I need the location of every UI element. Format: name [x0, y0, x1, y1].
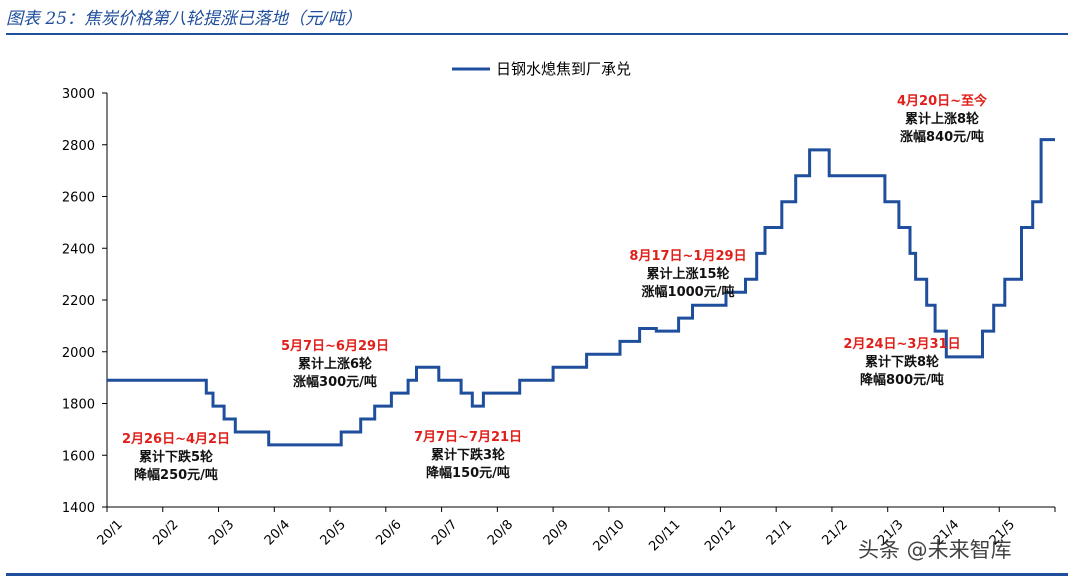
y-tick-label: 1800 — [62, 398, 95, 413]
y-tick-label: 2400 — [62, 242, 95, 257]
x-tick-label: 20/11 — [646, 517, 683, 554]
annotation-period: 5月7日~6月29日 — [281, 339, 389, 354]
x-tick-label: 20/1 — [95, 517, 126, 548]
axes: 1400 1600 1800 2000 2200 2400 2600 2800 3000 20/1… — [62, 87, 1056, 554]
x-tick-label: 20/6 — [373, 517, 404, 548]
y-tick-label: 2800 — [62, 139, 95, 154]
annotation-rounds: 累计上涨15轮 — [646, 266, 729, 282]
x-tick-label: 20/5 — [318, 517, 349, 548]
annotation-amount: 涨幅1000元/吨 — [641, 284, 735, 300]
legend: 日钢水熄焦到厂承兑 — [452, 60, 631, 78]
x-tick-label: 20/10 — [591, 517, 628, 554]
x-tick-label: 20/2 — [150, 517, 181, 548]
top-divider — [6, 33, 1068, 35]
y-tick-label: 3000 — [62, 87, 95, 102]
y-tick-label: 1600 — [62, 449, 95, 464]
x-tick-label: 20/8 — [485, 517, 516, 548]
annotation-amount: 降幅250元/吨 — [134, 467, 218, 483]
y-tick-label: 2200 — [62, 294, 95, 309]
x-tick-label: 20/9 — [541, 517, 572, 548]
x-tick-label: 20/4 — [262, 517, 293, 548]
annotation-period: 2月24日~3月31日 — [843, 337, 960, 352]
watermark-text: 头条 @未来智库 — [858, 538, 1012, 562]
annotation-period: 4月20日~至今 — [897, 93, 988, 109]
annotation-amount: 涨幅300元/吨 — [292, 374, 377, 390]
annotation-amount: 涨幅840元/吨 — [899, 129, 984, 145]
figure-title: 图表 25：焦炭价格第八轮提涨已落地（元/吨） — [6, 9, 362, 29]
annotation-period: 2月26日~4月2日 — [122, 432, 230, 447]
annotation-rounds: 累计下跌5轮 — [139, 449, 213, 465]
annotation-period: 7月7日~7月21日 — [414, 430, 522, 445]
annotation-amount: 降幅800元/吨 — [860, 372, 944, 388]
bottom-divider — [6, 573, 1068, 576]
annotation-period: 8月17日~1月29日 — [629, 249, 746, 264]
x-tick-label: 20/3 — [206, 517, 237, 548]
x-tick-label: 21/1 — [764, 517, 795, 548]
x-tick-label: 21/2 — [820, 517, 851, 548]
annotation-rounds: 累计上涨6轮 — [298, 356, 372, 372]
annotation-rounds: 累计下跌8轮 — [865, 354, 939, 370]
annotation-rounds: 累计下跌3轮 — [431, 447, 505, 463]
annotation-rounds: 累计上涨8轮 — [905, 111, 979, 127]
series-layer — [107, 138, 1055, 447]
y-tick-label: 1400 — [62, 501, 95, 516]
y-tick-label: 2600 — [62, 191, 95, 206]
y-tick-label: 2000 — [62, 346, 95, 361]
x-tick-label: 20/12 — [702, 517, 739, 554]
series-line — [107, 138, 1055, 447]
annotation-amount: 降幅150元/吨 — [426, 465, 510, 481]
legend-label: 日钢水熄焦到厂承兑 — [496, 60, 631, 78]
x-tick-label: 20/7 — [429, 517, 460, 548]
